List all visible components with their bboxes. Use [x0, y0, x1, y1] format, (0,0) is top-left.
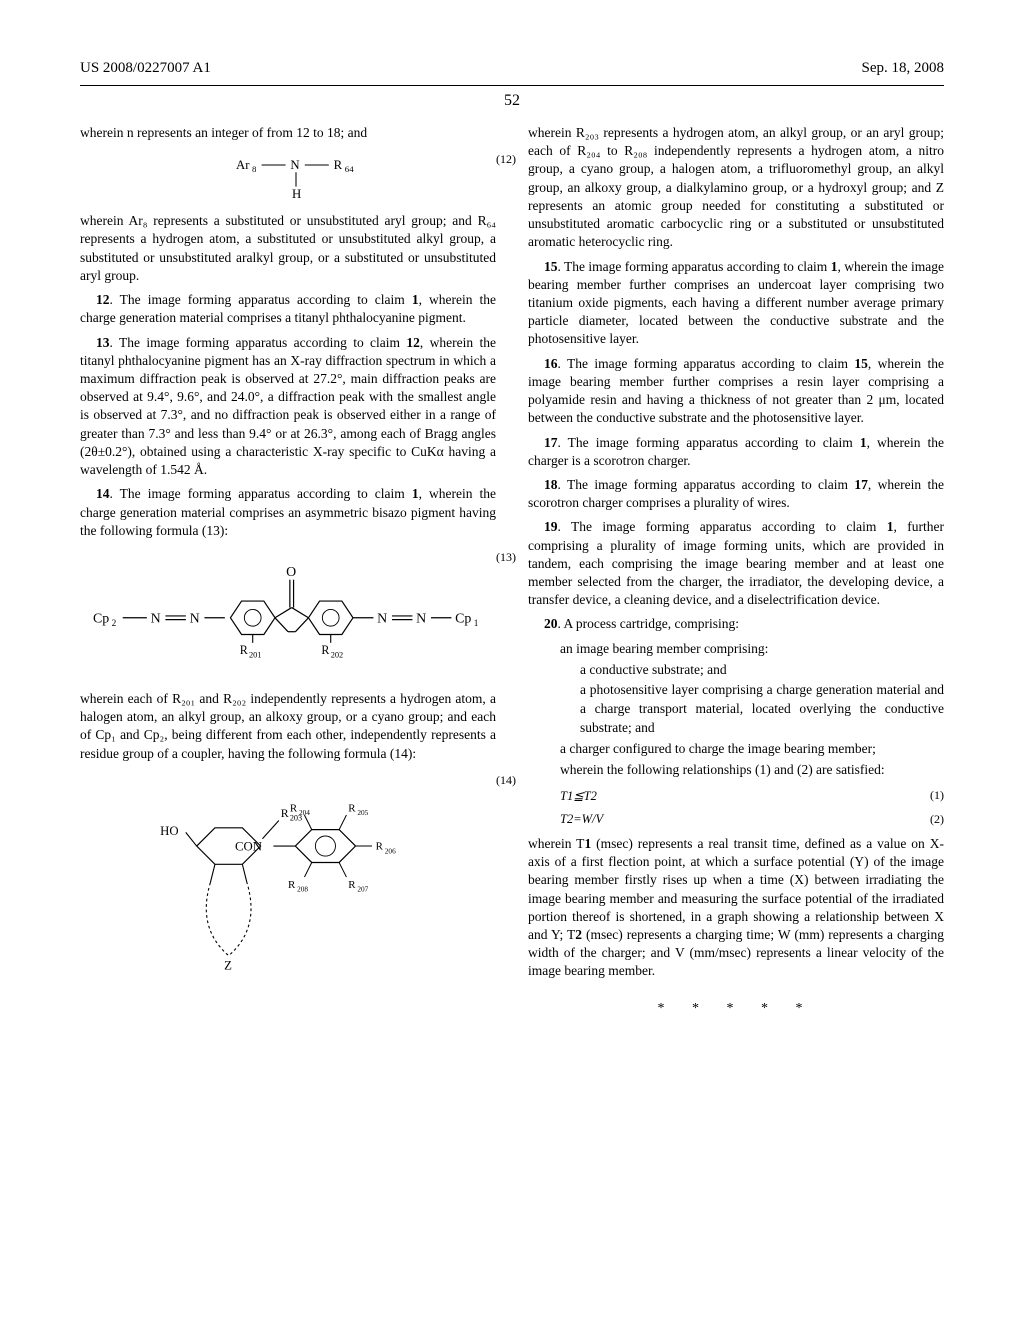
svg-text:O: O	[286, 565, 296, 580]
left-column: wherein n represents an integer of from …	[80, 124, 496, 1017]
claim-16: 16. The image forming apparatus accordin…	[528, 355, 944, 428]
svg-text:N: N	[190, 611, 200, 626]
formula-12: (12) Ar8 N R64 H	[120, 152, 496, 202]
claim-20-item-2: a photosensitive layer comprising a char…	[580, 681, 944, 738]
two-column-layout: wherein n represents an integer of from …	[80, 124, 944, 1017]
formula-14-structure: HO CON R203 R204 R205 R206 R207	[138, 773, 438, 983]
claim-12-num: 12	[96, 292, 110, 307]
formula-13-number: (13)	[496, 550, 516, 565]
svg-text:Cp: Cp	[455, 611, 471, 626]
svg-text:R: R	[376, 841, 384, 853]
claim-20-item-3: a charger configured to charge the image…	[560, 740, 944, 759]
svg-text:202: 202	[331, 651, 344, 660]
formula-12-number: (12)	[496, 152, 516, 167]
formula-13-structure: Cp2 N N R201	[93, 550, 483, 680]
svg-text:Ar: Ar	[236, 158, 250, 172]
end-stars: * * * * *	[528, 1001, 944, 1017]
equation-1: T1≦T2 (1)	[560, 788, 944, 804]
svg-text:204: 204	[299, 808, 310, 817]
page-header: US 2008/0227007 A1 Sep. 18, 2008	[80, 60, 944, 77]
formula-14-number: (14)	[496, 773, 516, 788]
claim-15: 15. The image forming apparatus accordin…	[528, 258, 944, 349]
claim-19: 19. The image forming apparatus accordin…	[528, 518, 944, 609]
claim-20-item-0: an image bearing member comprising:	[560, 640, 944, 659]
right-column: wherein R₂₀₃ represents a hydrogen atom,…	[528, 124, 944, 1017]
para-t1-definition: wherein T1 (msec) represents a real tran…	[528, 835, 944, 981]
formula-13: (13) Cp2 N N R201	[80, 550, 496, 680]
svg-text:N: N	[290, 158, 299, 172]
para-n-integer: wherein n represents an integer of from …	[80, 124, 496, 142]
svg-text:205: 205	[357, 808, 368, 817]
para-r203-definition: wherein R₂₀₃ represents a hydrogen atom,…	[528, 124, 944, 252]
svg-text:Z: Z	[224, 958, 232, 972]
svg-text:R: R	[348, 802, 356, 814]
svg-text:201: 201	[249, 651, 262, 660]
svg-text:H: H	[292, 187, 301, 201]
claim-12: 12. 12. The image forming apparatus acco…	[80, 291, 496, 327]
equation-1-number: (1)	[930, 788, 944, 803]
formula-14: (14) HO CON R203 R204 R205	[80, 773, 496, 983]
svg-text:R: R	[240, 643, 249, 657]
svg-text:CON: CON	[235, 839, 262, 853]
svg-text:8: 8	[252, 164, 257, 174]
formula-12-structure: Ar8 N R64 H	[228, 152, 388, 202]
svg-text:N: N	[151, 611, 161, 626]
claim-14: 14. The image forming apparatus accordin…	[80, 485, 496, 540]
claim-20-item-1: a conductive substrate; and	[580, 661, 944, 680]
page-number: 52	[80, 92, 944, 110]
svg-text:64: 64	[345, 164, 354, 174]
equation-2: T2=W/V (2)	[560, 812, 944, 827]
svg-text:206: 206	[385, 846, 396, 855]
claim-20-items: an image bearing member comprising: a co…	[560, 640, 944, 780]
svg-text:1: 1	[474, 619, 479, 629]
claim-20-lead: 20. 20. A process cartridge, comprising:…	[528, 615, 944, 633]
equation-1-text: T1≦T2	[560, 789, 597, 803]
svg-text:R: R	[281, 806, 289, 820]
svg-text:207: 207	[357, 885, 368, 894]
svg-text:R: R	[288, 879, 296, 891]
para-ar8-definition: wherein Ar₈ represents a substituted or …	[80, 212, 496, 285]
svg-text:208: 208	[297, 885, 308, 894]
header-right: Sep. 18, 2008	[862, 60, 945, 77]
header-left: US 2008/0227007 A1	[80, 60, 211, 77]
claim-18: 18. The image forming apparatus accordin…	[528, 476, 944, 512]
claim-13: 13. The image forming apparatus accordin…	[80, 334, 496, 480]
svg-text:R: R	[348, 879, 356, 891]
equation-2-number: (2)	[930, 812, 944, 827]
claim-20-item-4: wherein the following relationships (1) …	[560, 761, 944, 780]
header-rule	[80, 85, 944, 86]
svg-text:R: R	[334, 158, 343, 172]
svg-text:2: 2	[112, 619, 117, 629]
svg-text:Cp: Cp	[93, 611, 109, 626]
equation-2-text: T2=W/V	[560, 812, 603, 826]
svg-text:N: N	[377, 611, 387, 626]
svg-text:HO: HO	[160, 824, 178, 838]
svg-text:R: R	[321, 643, 330, 657]
svg-text:R: R	[290, 802, 298, 814]
claim-17: 17. The image forming apparatus accordin…	[528, 434, 944, 470]
svg-text:N: N	[416, 611, 426, 626]
para-r201-definition: wherein each of R₂₀₁ and R₂₀₂ independen…	[80, 690, 496, 763]
